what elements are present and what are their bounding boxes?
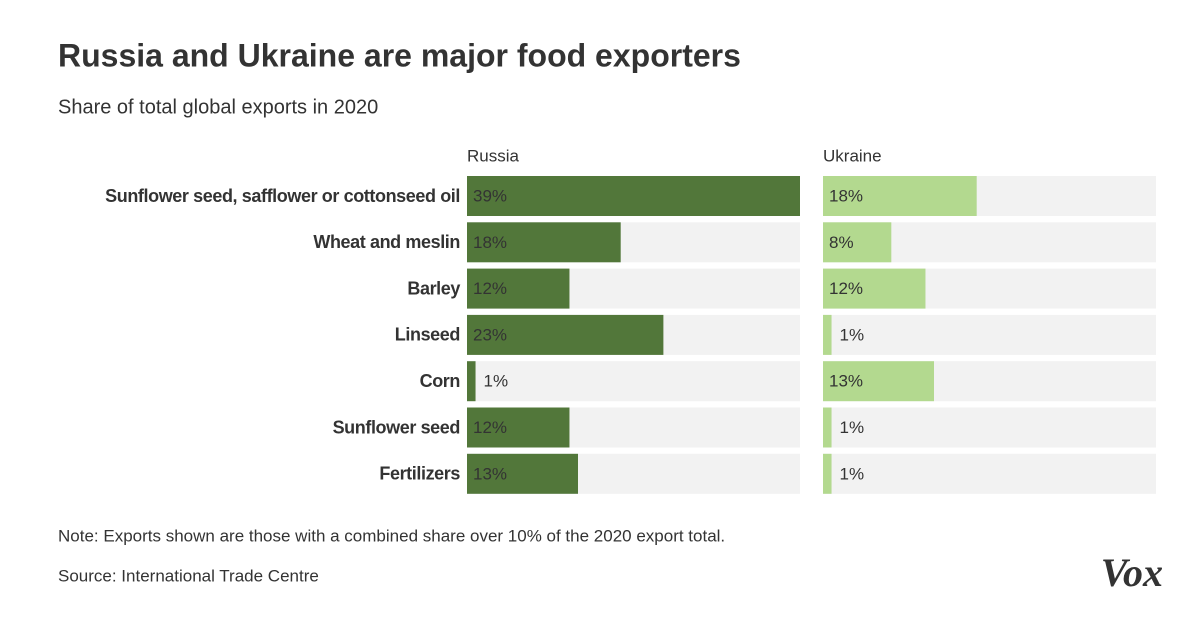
bar (823, 314, 832, 355)
bar (467, 176, 800, 216)
value-label: 12% (473, 418, 507, 437)
bar-track (823, 314, 1156, 355)
panel-header: Russia (467, 146, 520, 165)
category-label: Sunflower seed (333, 417, 460, 437)
chart-subtitle: Share of total global exports in 2020 (58, 96, 378, 118)
category-label: Sunflower seed, safflower or cottonseed … (105, 186, 460, 206)
bar (467, 407, 570, 448)
bar (467, 222, 621, 263)
chart-title: Russia and Ukraine are major food export… (58, 37, 741, 73)
value-label: 18% (829, 186, 863, 205)
bar (467, 268, 570, 309)
category-label: Barley (407, 278, 460, 298)
category-label: Corn (420, 371, 460, 391)
value-label: 13% (829, 372, 863, 391)
bar-track (823, 407, 1156, 448)
value-label: 12% (829, 279, 863, 298)
value-label: 1% (840, 325, 865, 344)
bar (823, 268, 926, 309)
logo: Vox (1101, 550, 1163, 595)
panel-header: Ukraine (823, 146, 882, 165)
bar (823, 453, 832, 494)
bar (823, 222, 892, 263)
note: Note: Exports shown are those with a com… (58, 526, 725, 545)
bar (467, 314, 664, 355)
bar (467, 361, 476, 402)
value-label: 12% (473, 279, 507, 298)
value-label: 13% (473, 464, 507, 483)
value-label: 1% (484, 372, 509, 391)
category-label: Wheat and meslin (313, 232, 460, 252)
category-label: Fertilizers (379, 464, 460, 484)
value-label: 1% (840, 464, 865, 483)
bar-track (823, 453, 1156, 494)
bar (823, 361, 934, 402)
value-label: 23% (473, 325, 507, 344)
bar (823, 176, 977, 216)
value-label: 8% (829, 233, 854, 252)
category-label: Linseed (395, 325, 460, 345)
value-label: 39% (473, 186, 507, 205)
bar (823, 407, 832, 448)
value-label: 18% (473, 233, 507, 252)
value-label: 1% (840, 418, 865, 437)
bar (467, 453, 578, 494)
source: Source: International Trade Centre (58, 566, 319, 585)
bar-track (467, 361, 800, 402)
